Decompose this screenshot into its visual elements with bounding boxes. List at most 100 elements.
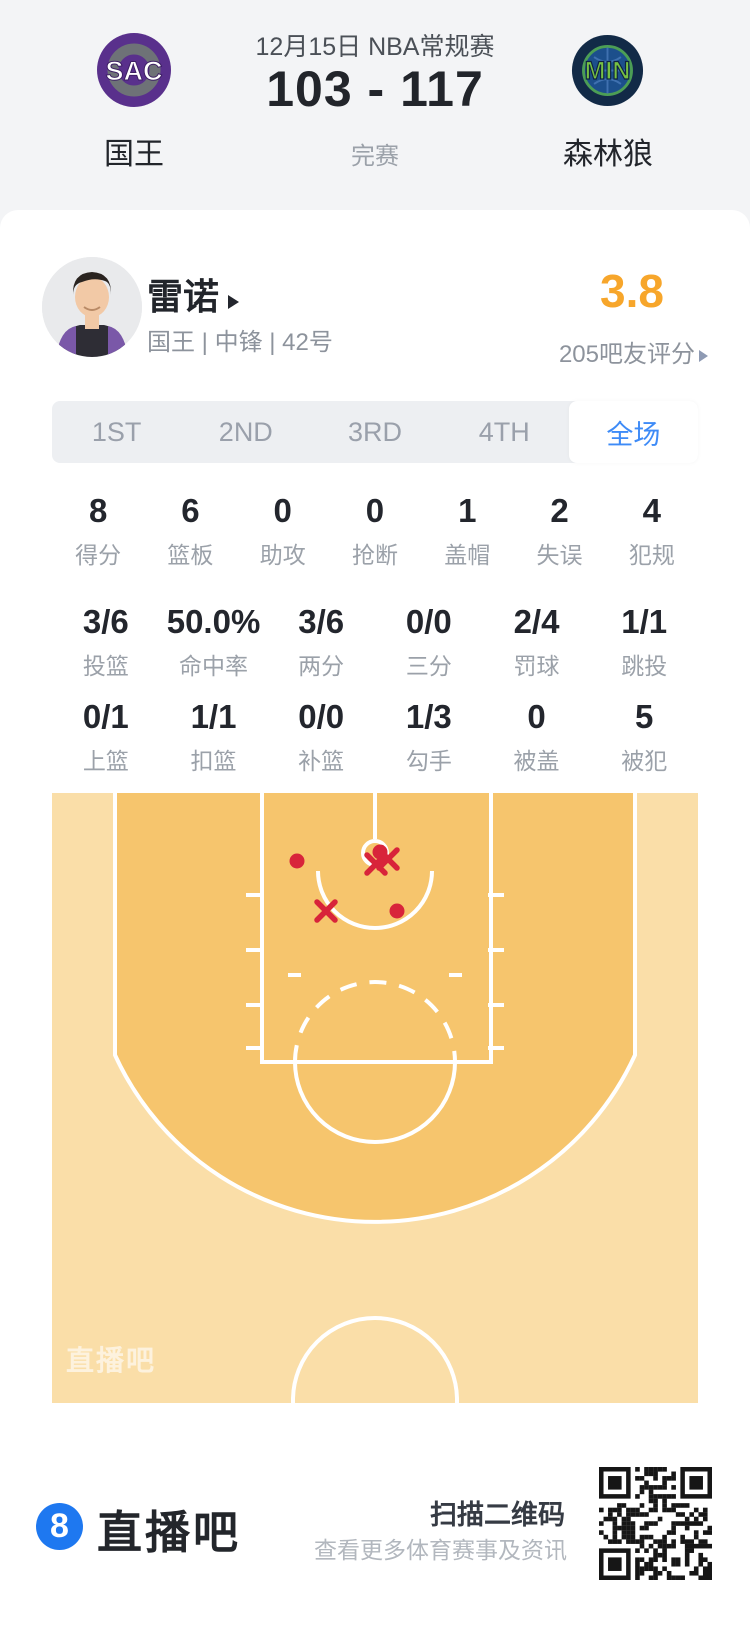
rating-votes-link[interactable]: 205吧友评分	[559, 334, 708, 369]
match-score: 103 - 117	[266, 61, 484, 117]
stat-label: 犯规	[628, 542, 675, 568]
stat-cell: 1 盖帽	[421, 492, 513, 570]
rating-arrow-icon	[699, 350, 708, 362]
stat-cell: 3/6 两分	[267, 603, 375, 681]
stat-cell: 1/1 扣篮	[160, 698, 268, 776]
stat-cell: 0/0 三分	[375, 603, 483, 681]
stat-label: 两分	[298, 653, 345, 679]
made-shot-marker	[389, 903, 405, 919]
stat-cell: 0 被盖	[483, 698, 591, 776]
stat-cell: 0/0 补篮	[267, 698, 375, 776]
stat-value: 6	[181, 492, 200, 529]
scan-qr-title: 扫描二维码	[430, 1500, 565, 1530]
missed-shot-marker	[314, 899, 338, 923]
quarter-tab[interactable]: 3RD	[348, 416, 403, 447]
court-watermark: 直播吧	[66, 1345, 157, 1376]
rating-votes-text: 205吧友评分	[558, 341, 695, 368]
stat-value: 1	[458, 492, 477, 529]
quarter-tab[interactable]: 2ND	[218, 416, 273, 447]
name-arrow-icon	[228, 295, 240, 309]
stat-label: 跳投	[621, 653, 668, 679]
missed-shot-marker	[364, 852, 388, 876]
stat-cell: 4 犯规	[606, 492, 698, 570]
missed-shot-marker	[376, 847, 400, 871]
player-info: 国王 | 中锋 | 42号	[147, 329, 333, 356]
quarter-tab[interactable]: 1ST	[91, 416, 142, 447]
stat-label: 被犯	[621, 748, 668, 774]
stat-label: 篮板	[167, 542, 214, 568]
stat-label: 盖帽	[444, 542, 491, 568]
player-name[interactable]: 雷诺	[147, 268, 240, 320]
stat-value: 3/6	[82, 603, 129, 640]
stat-label: 失误	[536, 542, 583, 568]
stat-value: 0	[365, 492, 385, 529]
qr-code	[599, 1467, 712, 1580]
court-paint-zone	[115, 793, 635, 1222]
stat-label: 得分	[75, 542, 122, 568]
zhibo8-logotype[interactable]: 直播吧	[97, 1507, 242, 1558]
stat-label: 上篮	[82, 748, 129, 774]
stat-value: 1/1	[190, 698, 237, 735]
stat-value: 4	[642, 492, 661, 529]
stat-cell: 8 得分	[52, 492, 144, 570]
stat-value: 0/0	[405, 603, 452, 640]
stat-cell: 5 被犯	[590, 698, 698, 776]
shot-chart: 直播吧	[52, 787, 698, 1484]
stat-row-1: 8 得分 6 篮板 0 助攻 0 抢断 1 盖帽	[52, 492, 698, 570]
match-date: 12月15日 NBA常规赛	[255, 33, 495, 61]
stat-cell: 0 抢断	[329, 492, 421, 570]
stat-value: 1/1	[621, 603, 668, 640]
stat-value: 2/4	[513, 603, 560, 640]
stat-label: 抢断	[351, 542, 398, 568]
stat-cell: 1/3 勾手	[375, 698, 483, 776]
match-status: 完赛	[351, 143, 399, 170]
quarter-tab[interactable]: 全场	[568, 401, 699, 463]
stat-value: 1/3	[405, 698, 452, 735]
stat-cell: 6 篮板	[144, 492, 236, 570]
stat-value: 2	[550, 492, 569, 529]
quarter-tab[interactable]: 4TH	[478, 416, 530, 447]
min-logo-icon: MIN	[571, 34, 644, 107]
stat-label: 勾手	[405, 748, 452, 774]
stat-value: 8	[88, 492, 108, 529]
stat-row-3: 0/1 上篮 1/1 扣篮 0/0 补篮 1/3 勾手 0 被盖	[52, 698, 698, 776]
stat-label: 被盖	[513, 748, 560, 774]
stat-value: 5	[635, 698, 654, 735]
stat-value: 0	[527, 698, 546, 735]
scan-qr-subtitle: 查看更多体育赛事及资讯	[314, 1537, 567, 1563]
stat-value: 0	[273, 492, 292, 529]
stat-label: 投篮	[82, 653, 129, 679]
svg-text:MIN: MIN	[585, 57, 631, 85]
stat-label: 扣篮	[190, 748, 237, 774]
stat-value: 0/1	[82, 698, 129, 735]
svg-text:SAC: SAC	[105, 56, 162, 86]
stat-label: 补篮	[298, 748, 345, 774]
zhibo8-badge-icon[interactable]: 8	[36, 1503, 83, 1550]
stat-value: 0/0	[298, 698, 345, 735]
stat-row-2: 3/6 投篮 50.0% 命中率 3/6 两分 0/0 三分 2/4 罚球	[52, 603, 698, 681]
stat-cell: 2/4 罚球	[483, 603, 591, 681]
stat-cell: 0/1 上篮	[52, 698, 160, 776]
quarter-tabbar: 1ST 2ND 3RD 4TH 全场	[52, 401, 699, 463]
made-shot-marker	[289, 853, 305, 869]
home-team-name[interactable]: 国王	[104, 138, 164, 171]
stat-label: 助攻	[259, 542, 306, 568]
stat-value: 3/6	[298, 603, 345, 640]
away-team-name[interactable]: 森林狼	[563, 138, 653, 171]
stat-label: 三分	[405, 653, 452, 679]
stat-cell: 2 失误	[513, 492, 605, 570]
stat-cell: 3/6 投篮	[52, 603, 160, 681]
shot-markers	[289, 844, 405, 923]
player-avatar[interactable]	[42, 257, 142, 357]
stat-cell: 50.0% 命中率	[160, 605, 268, 681]
stat-cell: 0 助攻	[237, 492, 329, 570]
court-svg	[113, 787, 637, 1484]
player-rating: 3.8	[600, 265, 664, 317]
home-team-logo[interactable]: SAC	[96, 32, 172, 113]
stat-cell: 1/1 跳投	[590, 603, 698, 681]
stat-label: 罚球	[513, 653, 560, 679]
sac-logo-icon: SAC	[97, 33, 171, 107]
player-photo	[42, 257, 142, 357]
away-team-logo[interactable]: MIN	[571, 34, 644, 112]
